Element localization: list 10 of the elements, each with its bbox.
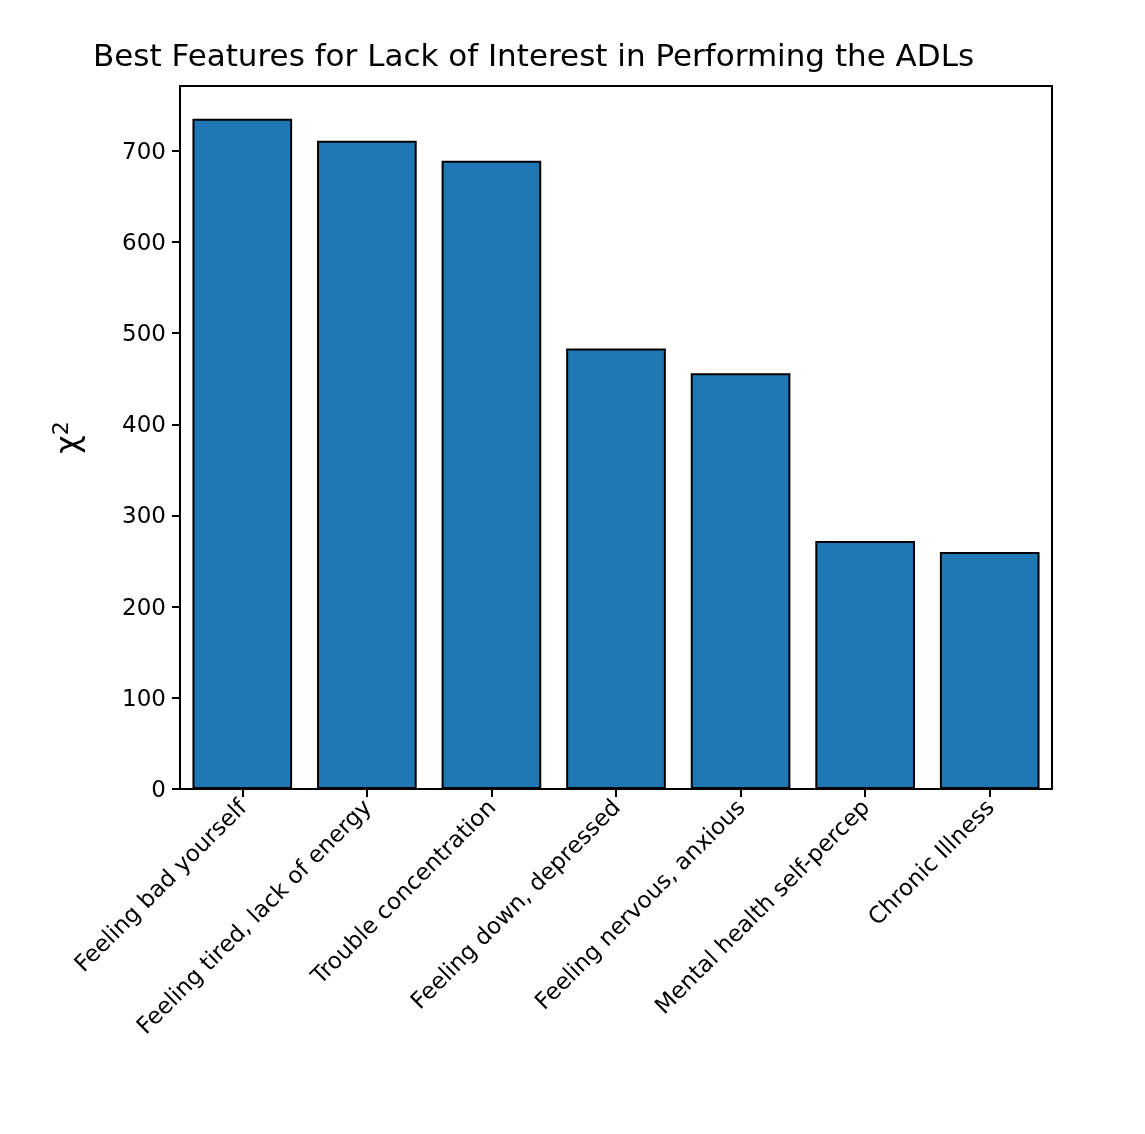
y-tick-label: 300 — [122, 502, 166, 529]
y-tick-label: 400 — [122, 411, 166, 438]
y-axis-title: χ2 — [47, 421, 86, 454]
chart-title: Best Features for Lack of Interest in Performing the ADLs — [93, 36, 975, 73]
y-tick-label: 600 — [122, 228, 166, 255]
y-tick-label: 0 — [151, 776, 166, 802]
y-tick-label: 100 — [122, 684, 166, 711]
y-tick-label: 200 — [122, 593, 166, 620]
y-tick-label: 500 — [122, 320, 166, 347]
y-tick-label: 700 — [122, 137, 166, 164]
